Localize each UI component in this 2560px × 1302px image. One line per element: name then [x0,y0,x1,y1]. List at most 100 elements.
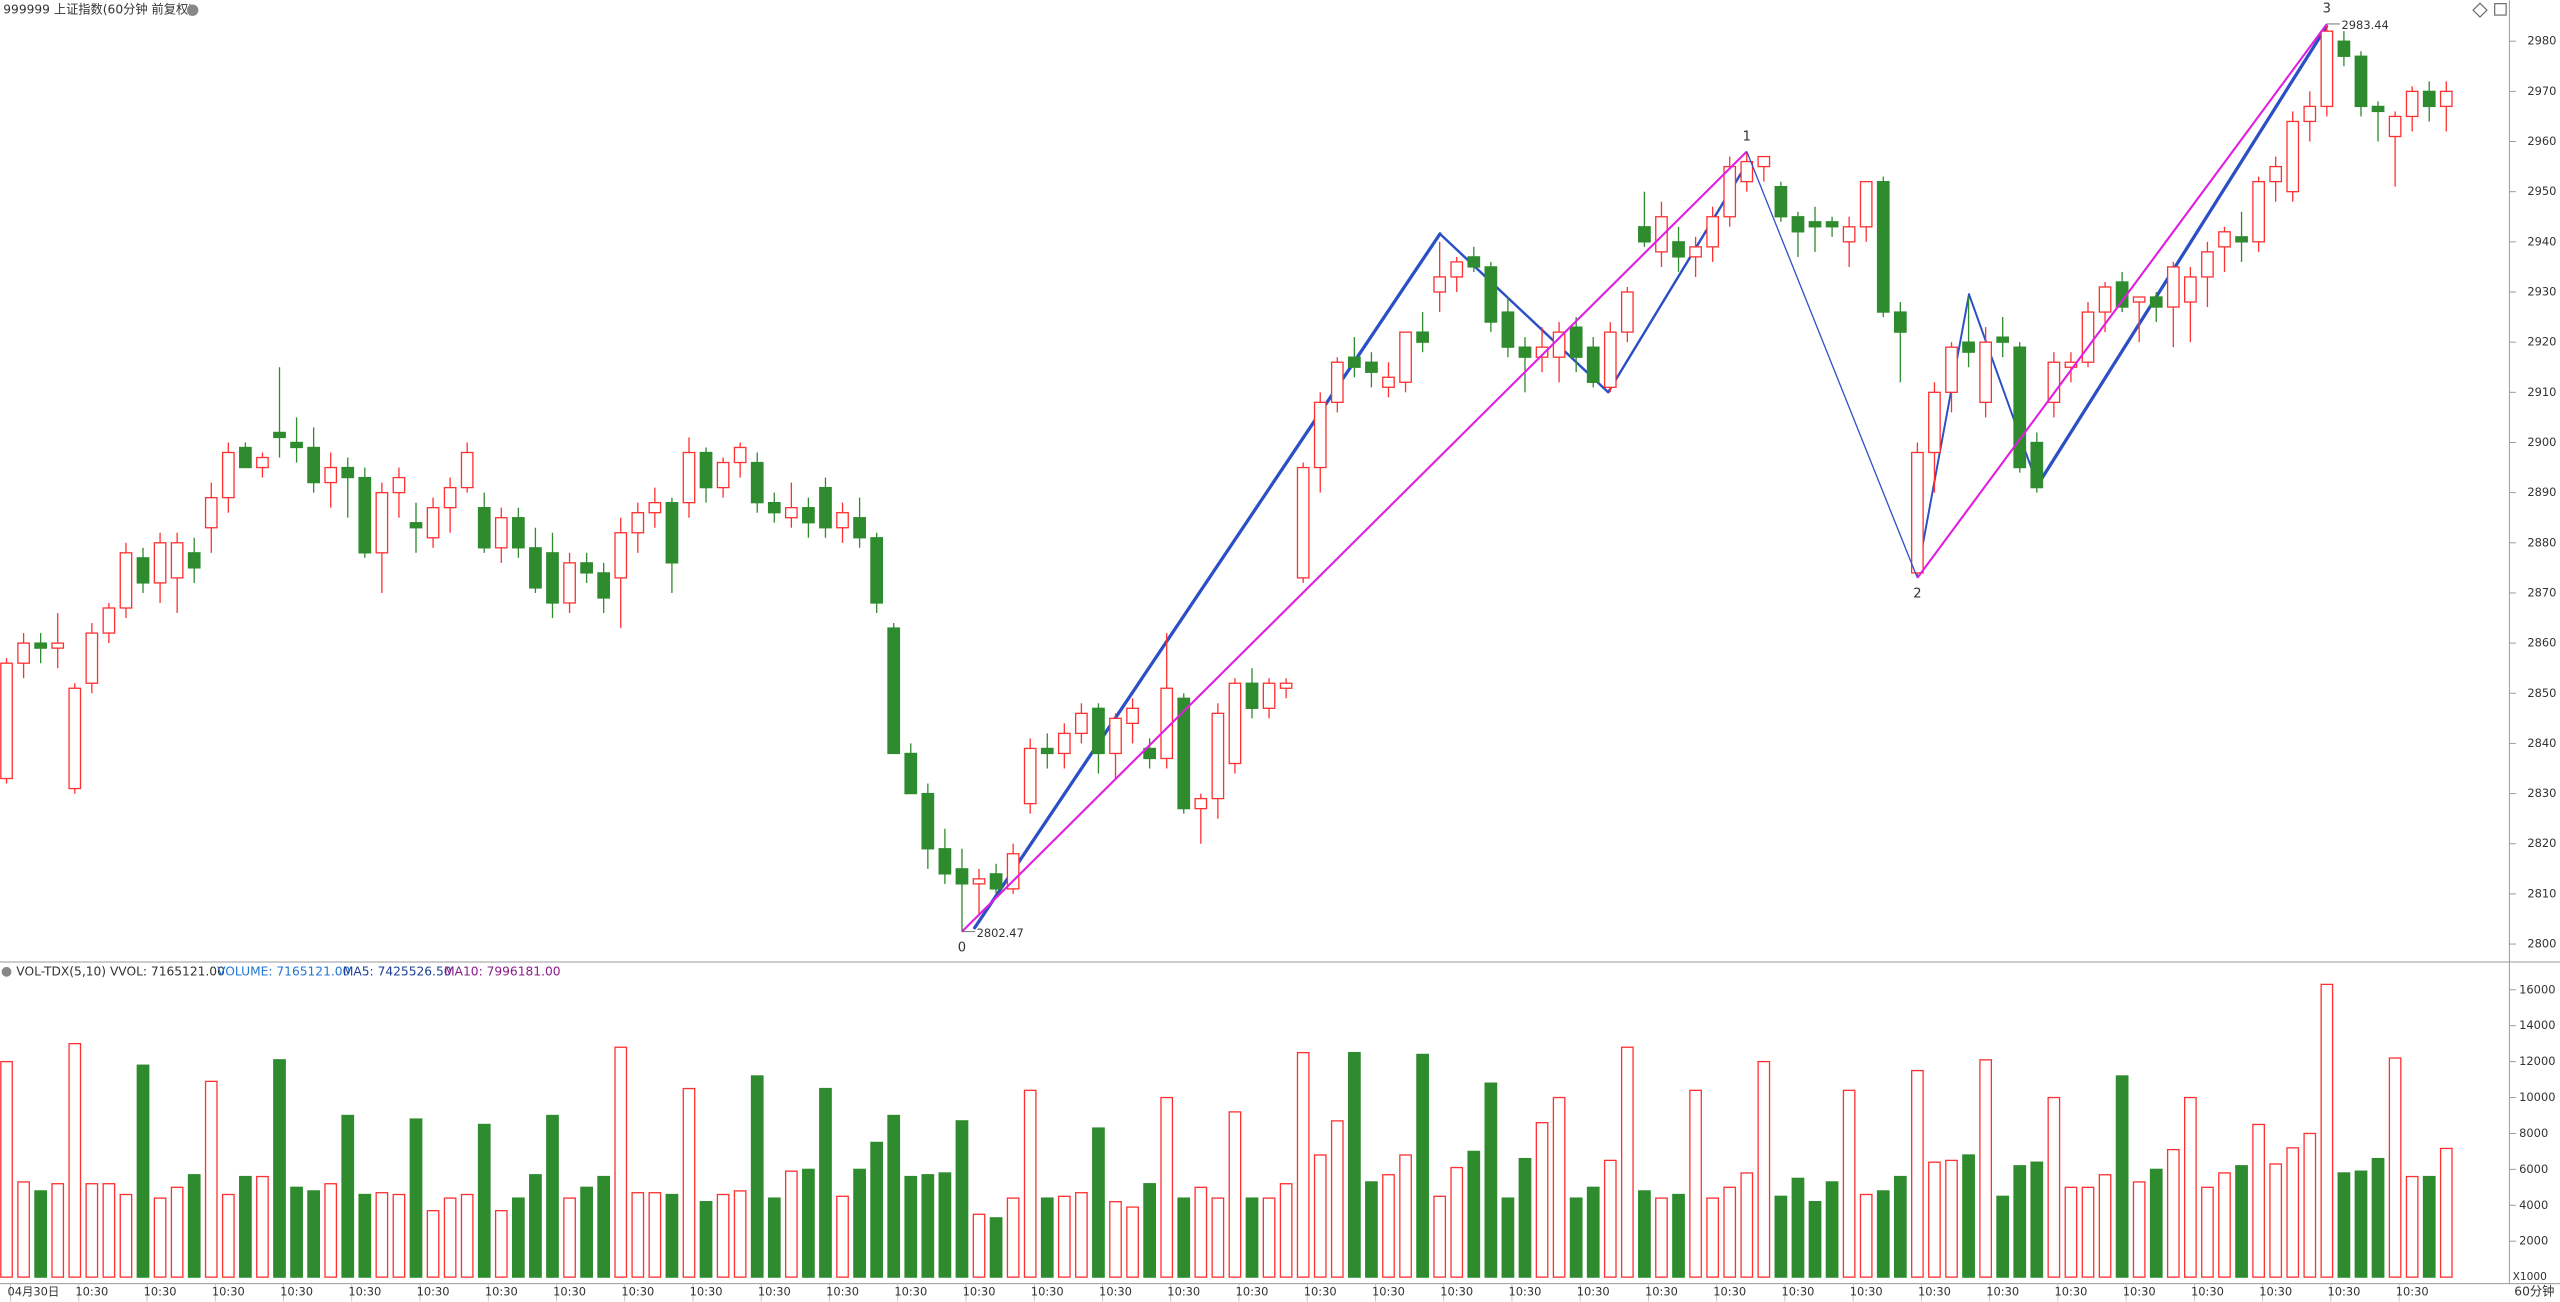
candle-body [819,486,832,529]
volume-bar [665,1193,679,1278]
x-tick-label: 10:30 [1167,1284,1200,1298]
volume-bar [2149,1168,2163,1278]
candle-body [784,507,798,519]
volume-bar [0,1060,13,1278]
volume-bar [34,1190,48,1278]
candle-body [51,642,65,649]
candles [0,23,2453,932]
candle-body [955,868,969,885]
candle-body [1740,160,1754,183]
x-tick-label: 10:30 [348,1284,381,1298]
volume-bar [2286,1147,2300,1278]
volume-bar [1194,1186,1208,1278]
candle-body [1911,451,1924,574]
volume-bar [2183,1096,2197,1278]
volume-bar [2388,1057,2402,1278]
candle-body [1893,311,1907,333]
y-tick-label: 2800 [2527,937,2556,951]
volume-bar [1433,1195,1447,1278]
y2-tick-label: 2000 [2519,1234,2548,1248]
volume-bar [1911,1069,1924,1278]
volume-bar [1075,1192,1088,1278]
volume-bar [1757,1060,1771,1278]
volume-bar [802,1168,815,1278]
candle-body [1825,221,1839,228]
volume-bar [1876,1190,1890,1278]
candle-body [870,537,884,604]
volume-bar [409,1118,423,1278]
candle-body [1791,216,1805,233]
volume-bar [375,1192,389,1278]
candle-body [597,572,611,599]
volume-bar [2064,1186,2078,1278]
volume-bar [1638,1190,1651,1278]
volume-bar [2439,1147,2453,1278]
x-tick-label: 10:30 [1986,1284,2019,1298]
volume-bar [1603,1159,1617,1278]
candle-body [1842,226,1856,243]
x-tick-label: 10:30 [2055,1284,2088,1298]
toolbar-icon[interactable] [2472,2,2488,18]
volume-bar [1586,1186,1600,1278]
candle-body [648,502,662,514]
volume-bar [2132,1181,2146,1278]
volume-bar [460,1193,474,1278]
y-tick-label: 2890 [2527,485,2556,499]
candle-body [1962,341,1975,353]
x-tick-label: 10:30 [144,1284,177,1298]
candle-body [750,461,764,504]
candle-body [1757,155,1771,168]
x-tick-label: 10:30 [1236,1284,1269,1298]
volume-bar [938,1172,952,1278]
toolbar-icon[interactable] [2494,3,2507,16]
volume-bar [529,1174,542,1278]
candle-body [1859,180,1873,228]
candle-body [1603,331,1617,388]
candle-body [853,517,866,539]
candle-body [563,562,576,604]
volume-bar [2166,1148,2180,1278]
volume-bar [1569,1197,1583,1278]
candle-body [307,446,321,484]
volume-bar [1723,1186,1737,1278]
volume-bar [580,1186,593,1278]
candle-body [409,522,423,529]
volume-bar [204,1080,218,1278]
candle-body [1706,216,1720,248]
candle-body [2269,165,2283,183]
volume-bar [1928,1161,1941,1278]
candle-body [136,557,150,584]
volume-bar [2269,1163,2283,1278]
volume-bar [1689,1089,1702,1278]
x-tick-label: 04月30日 [7,1284,59,1298]
volume-bar [1518,1157,1532,1278]
candle-body [699,451,713,489]
y-tick-label: 2820 [2527,836,2556,850]
title-menu-icon[interactable] [186,4,199,16]
volume-bar [153,1197,167,1278]
candle-body [1535,346,1549,358]
candle-body [341,466,355,479]
volume-bar [733,1190,747,1278]
candle-body [85,632,99,684]
candle-body [1450,261,1464,278]
candle-body [2064,361,2078,368]
volume-bar [2047,1096,2061,1278]
candle-body [1126,707,1139,725]
volume-bar [1620,1046,1634,1278]
volume-bar [1399,1154,1412,1278]
x-tick-label: 10:30 [212,1284,245,1298]
x-tick-label: 10:30 [1099,1284,1132,1298]
y-tick-label: 2960 [2527,134,2556,148]
candle-body [836,512,849,529]
candle-body [2149,296,2163,308]
candle-body [2422,90,2436,108]
volume-bar [767,1197,781,1278]
candle-body [358,476,372,554]
y-tick-label: 2870 [2527,585,2556,599]
volume-bar [1347,1051,1361,1278]
volume-menu-icon[interactable] [1,966,12,977]
x-tick-label: 10:30 [75,1284,108,1298]
candle-body [2183,276,2197,303]
